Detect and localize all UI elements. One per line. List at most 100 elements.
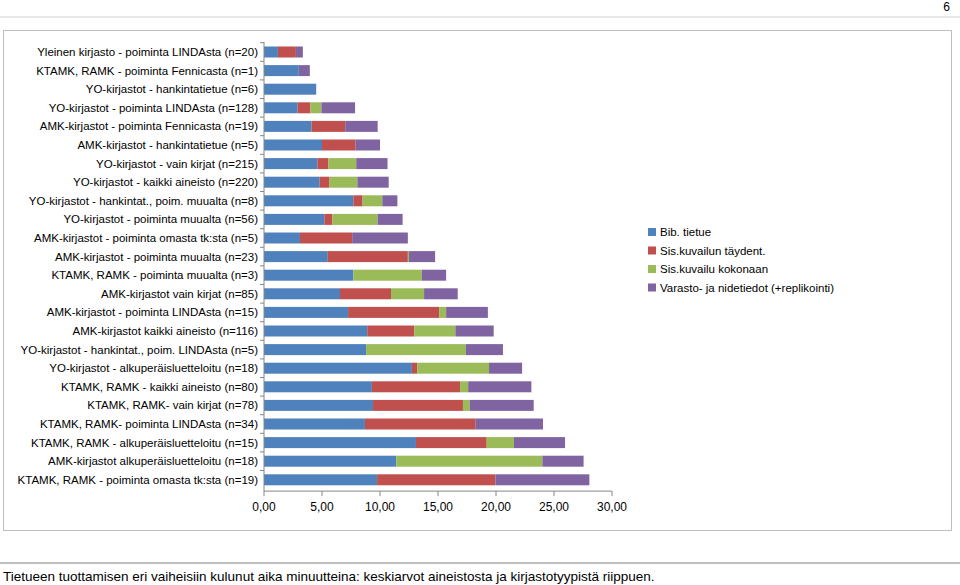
bar-segment: [312, 121, 346, 132]
category-tick: [260, 98, 264, 99]
bar-segment: [348, 307, 439, 318]
category-label: Yleinen kirjasto - poiminta LINDAsta (n=…: [37, 46, 258, 58]
legend-swatch: [648, 247, 656, 255]
bar-segment: [487, 437, 514, 448]
category-label: KTAMK, RAMK - poiminta muualta (n=3): [51, 269, 258, 281]
bar-segment: [264, 177, 320, 188]
bar-segment: [264, 140, 322, 151]
bar-segment: [357, 177, 388, 188]
bar-segment: [298, 102, 311, 113]
category-tick: [260, 79, 264, 80]
bar-segment: [422, 270, 446, 281]
category-label: KTAMK, RAMK - alkuperäisluetteloitu (n=1…: [31, 437, 258, 449]
bar-segment: [264, 288, 340, 299]
bar-segment: [378, 214, 403, 225]
x-tick: [438, 491, 439, 496]
bar-segment: [466, 344, 503, 355]
category-label: YO-kirjastot - poiminta muualta (n=56): [63, 213, 258, 225]
category-label: AMK-kirjastot - poiminta Fennicasta (n=1…: [40, 120, 258, 132]
category-label: YO-kirjastot - vain kirjat (n=215): [96, 158, 258, 170]
bar-segment: [366, 344, 466, 355]
category-label: YO-kirjastot - hankintatietue (n=6): [86, 83, 258, 95]
bar-segment: [300, 233, 352, 244]
x-tick: [264, 491, 265, 496]
category-label: YO-kirjastot - poiminta LINDAsta (n=128): [49, 102, 258, 114]
bar-segment: [332, 214, 377, 225]
bar-segment: [324, 214, 332, 225]
bar-segment: [408, 251, 409, 262]
bars: [264, 47, 589, 486]
bar-segment: [542, 456, 583, 467]
legend-swatch: [648, 284, 656, 292]
page-rule: [0, 563, 960, 564]
category-tick: [260, 433, 264, 434]
bar-segment: [320, 177, 330, 188]
bar-segment: [264, 121, 312, 132]
category-tick: [260, 340, 264, 341]
bar-segment: [455, 326, 493, 337]
category-tick: [260, 358, 264, 359]
bar-segment: [476, 419, 543, 430]
category-label: KTAMK, RAMK - kaikki aineisto (n=80): [61, 381, 258, 393]
title: Tietueen tuottamisen eri vaiheisiin kulu…: [3, 569, 655, 584]
bar-segment: [264, 233, 300, 244]
bar-segment: [264, 158, 317, 169]
legend-swatch: [648, 265, 656, 273]
bar-segment: [416, 437, 487, 448]
legend-label: Varasto- ja nidetiedot (+replikointi): [660, 282, 834, 294]
category-label: KTAMK, RAMK - poiminta omasta tk:sta (n=…: [18, 474, 259, 486]
bar-segment: [424, 288, 458, 299]
bar-segment: [417, 363, 489, 374]
category-label: AMK-kirjastot kaikki aineisto (n=116): [73, 325, 259, 337]
x-tick-label: 5,00: [310, 500, 334, 514]
bar-segment: [372, 381, 460, 392]
x-tick: [612, 491, 613, 496]
bar-segment: [264, 84, 316, 95]
category-tick: [260, 284, 264, 285]
bar-segment: [299, 65, 310, 76]
bar-segment: [414, 326, 455, 337]
category-tick: [260, 247, 264, 248]
category-label: AMK-kirjastot vain kirjat (n=85): [101, 288, 258, 300]
chart: 6 Yleinen kirjasto - poiminta LINDAsta (n…: [0, 0, 960, 585]
bar-segment: [460, 381, 468, 392]
bar-segment: [264, 437, 416, 448]
category-label: KTAMK, RAMK- vain kirjat (n=78): [87, 399, 258, 411]
bar-segment: [365, 419, 476, 430]
page-number: 6: [943, 0, 950, 14]
bar-segment: [412, 363, 417, 374]
bar-segment: [317, 158, 328, 169]
bar-segment: [264, 102, 298, 113]
bar-segment: [264, 363, 412, 374]
x-tick-label: 15,00: [423, 500, 453, 514]
x-tick: [554, 491, 555, 496]
chart-frame: [4, 31, 952, 531]
bar-segment: [264, 419, 365, 430]
category-tick: [260, 414, 264, 415]
bar-segment: [264, 47, 278, 58]
bar-segment: [409, 251, 435, 262]
bar-segment: [352, 233, 408, 244]
bar-segment: [330, 177, 358, 188]
category-label: YO-kirjastot - hankintat., poim. muualta…: [29, 195, 258, 207]
category-label: YO-kirjastot - hankintat., poim. LINDAst…: [21, 344, 259, 356]
x-tick-label: 20,00: [481, 500, 511, 514]
bar-segment: [489, 363, 522, 374]
bar-segment: [316, 84, 317, 95]
bar-segment: [367, 326, 414, 337]
bar-segment: [353, 270, 421, 281]
category-tick: [260, 377, 264, 378]
bar-segment: [264, 214, 324, 225]
category-label: KTAMK, RAMK - poiminta Fennicasta (n=1): [36, 65, 258, 77]
bar-segment: [446, 307, 488, 318]
x-tick-label: 10,00: [365, 500, 395, 514]
bar-segment: [264, 65, 299, 76]
page-rule: [0, 17, 960, 18]
category-tick: [260, 265, 264, 266]
bar-segment: [340, 288, 391, 299]
category-label: AMK-kirjastot - hankintatietue (n=5): [77, 139, 258, 151]
bar-segment: [278, 47, 296, 58]
category-tick: [260, 228, 264, 229]
bar-segment: [264, 456, 396, 467]
bar-segment: [363, 195, 383, 206]
